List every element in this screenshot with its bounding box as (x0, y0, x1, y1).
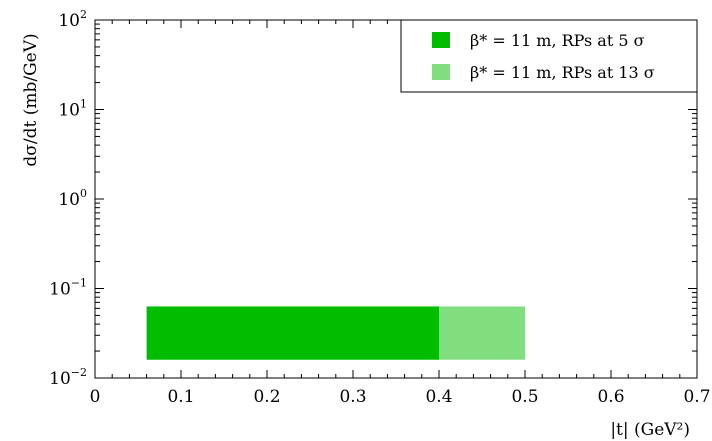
x-tick-label: 0.5 (511, 387, 538, 407)
x-tick-label: 0.1 (167, 387, 194, 407)
bar-series-2 (439, 306, 525, 360)
x-axis-label: |t| (GeV²) (610, 420, 690, 440)
y-tick-label: 10−1 (49, 277, 87, 300)
legend-swatch (432, 32, 450, 48)
legend-swatch (432, 64, 450, 80)
y-tick-label: 102 (58, 8, 87, 31)
x-tick-label: 0.7 (683, 387, 710, 407)
legend: β* = 11 m, RPs at 5 σ β* = 11 m, RPs at 1… (400, 19, 698, 93)
y-ticks: 10−2 10−1 100 101 102 (49, 8, 697, 389)
legend-label: β* = 11 m, RPs at 5 σ (470, 31, 645, 50)
x-tick-label: 0.6 (597, 387, 624, 407)
x-tick-label: 0 (90, 387, 101, 407)
x-ticks: 0 0.1 0.2 0.3 0.4 0.5 0.6 0.7 (90, 20, 711, 407)
x-tick-label: 0.2 (253, 387, 280, 407)
y-tick-label: 100 (58, 187, 87, 210)
y-tick-label: 101 (58, 98, 87, 121)
bar-series-1 (146, 306, 439, 360)
bars-group (146, 306, 525, 360)
legend-label: β* = 11 m, RPs at 13 σ (470, 63, 655, 82)
y-axis-label: dσ/dt (mb/GeV) (21, 33, 41, 166)
x-tick-label: 0.3 (339, 387, 366, 407)
x-tick-label: 0.4 (425, 387, 452, 407)
legend-box (400, 19, 698, 93)
y-tick-label: 10−2 (49, 366, 87, 389)
